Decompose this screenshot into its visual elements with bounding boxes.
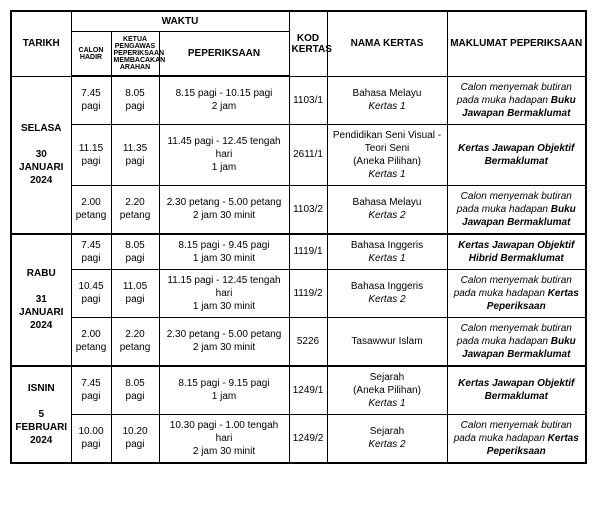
pep-cell: 8.15 pagi - 9.15 pagi1 jam [159,366,289,415]
ketua-cell: 2.20petang [111,185,159,234]
calon-cell: 7.45pagi [71,366,111,415]
pep-cell: 10.30 pagi - 1.00 tengah hari2 jam 30 mi… [159,414,289,463]
kod-cell: 1249/2 [289,414,327,463]
calon-cell: 10.45pagi [71,269,111,317]
nama-cell: Pendidikan Seni Visual -Teori Seni(Aneka… [327,124,447,185]
mak-cell: Calon menyemak butiran pada muka hadapan… [447,317,586,366]
pep-cell: 11.45 pagi - 12.45 tengah hari1 jam [159,124,289,185]
nama-cell: Bahasa InggerisKertas 1 [327,234,447,270]
mak-cell: Kertas Jawapan Objektif Hibrid Bermaklum… [447,234,586,270]
hdr-kod: KOD KERTAS [289,11,327,76]
ketua-cell: 11.35pagi [111,124,159,185]
tarikh-cell: SELASA30JANUARI2024 [11,76,71,234]
ketua-cell: 11.05pagi [111,269,159,317]
hdr-maklumat: MAKLUMAT PEPERIKSAAN [447,11,586,76]
calon-cell: 7.45pagi [71,76,111,124]
nama-cell: Tasawwur Islam [327,317,447,366]
kod-cell: 1119/2 [289,269,327,317]
nama-cell: SejarahKertas 2 [327,414,447,463]
mak-cell: Calon menyemak butiran pada muka hadapan… [447,269,586,317]
pep-cell: 8.15 pagi - 10.15 pagi2 jam [159,76,289,124]
kod-cell: 1249/1 [289,366,327,415]
exam-timetable: TARIKH WAKTU KOD KERTAS NAMA KERTAS MAKL… [10,10,587,464]
hdr-ketua: KETUA PENGAWAS PEPERIKSAAN MEMBACAKAN AR… [111,32,159,77]
mak-cell: Kertas Jawapan Objektif Bermaklumat [447,124,586,185]
calon-cell: 2.00petang [71,317,111,366]
pep-cell: 2.30 petang - 5.00 petang2 jam 30 minit [159,185,289,234]
kod-cell: 1119/1 [289,234,327,270]
pep-cell: 2.30 petang - 5.00 petang2 jam 30 minit [159,317,289,366]
hdr-waktu: WAKTU [71,11,289,32]
hdr-tarikh: TARIKH [11,11,71,76]
nama-cell: Sejarah(Aneka Pilihan)Kertas 1 [327,366,447,415]
mak-cell: Calon menyemak butiran pada muka hadapan… [447,185,586,234]
pep-cell: 11.15 pagi - 12.45 tengah hari1 jam 30 m… [159,269,289,317]
ketua-cell: 10.20pagi [111,414,159,463]
nama-cell: Bahasa InggerisKertas 2 [327,269,447,317]
mak-cell: Calon menyemak butiran pada muka hadapan… [447,76,586,124]
kod-cell: 1103/2 [289,185,327,234]
ketua-cell: 8.05pagi [111,366,159,415]
hdr-peperiksaan: PEPERIKSAAN [159,32,289,77]
hdr-nama: NAMA KERTAS [327,11,447,76]
ketua-cell: 2.20petang [111,317,159,366]
hdr-calon: CALON HADIR [71,32,111,77]
calon-cell: 11.15pagi [71,124,111,185]
pep-cell: 8.15 pagi - 9.45 pagi1 jam 30 minit [159,234,289,270]
table-body: SELASA30JANUARI20247.45pagi8.05pagi8.15 … [11,76,586,463]
ketua-cell: 8.05pagi [111,234,159,270]
mak-cell: Calon menyemak butiran pada muka hadapan… [447,414,586,463]
mak-cell: Kertas Jawapan Objektif Bermaklumat [447,366,586,415]
calon-cell: 10.00pagi [71,414,111,463]
kod-cell: 2611/1 [289,124,327,185]
calon-cell: 7.45pagi [71,234,111,270]
kod-cell: 1103/1 [289,76,327,124]
kod-cell: 5226 [289,317,327,366]
nama-cell: Bahasa MelayuKertas 1 [327,76,447,124]
tarikh-cell: ISNIN5FEBRUARI2024 [11,366,71,463]
tarikh-cell: RABU31JANUARI2024 [11,234,71,366]
calon-cell: 2.00petang [71,185,111,234]
ketua-cell: 8.05pagi [111,76,159,124]
nama-cell: Bahasa MelayuKertas 2 [327,185,447,234]
